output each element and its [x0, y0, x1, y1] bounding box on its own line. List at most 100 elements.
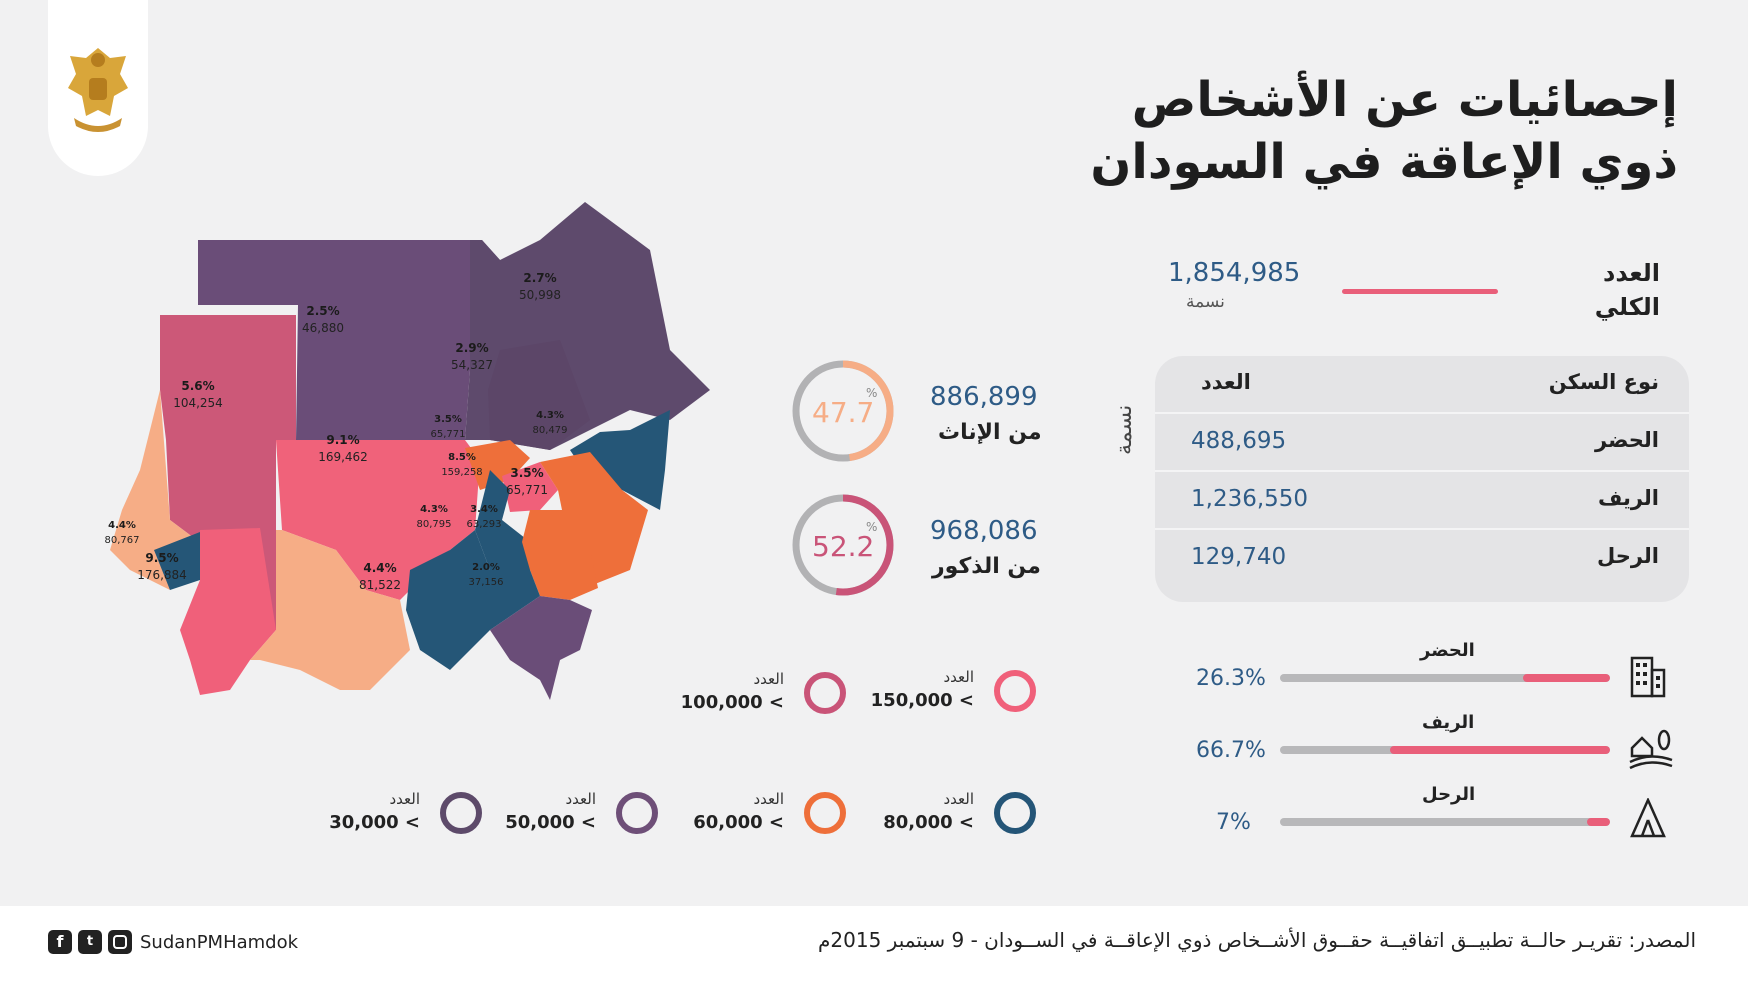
- region-percent-label: 3.4%: [470, 504, 498, 515]
- region-kassala: [540, 452, 648, 586]
- region-percent-label: 8.5%: [448, 452, 476, 463]
- legend-threshold: 80,000 <: [883, 812, 974, 833]
- female-count: 886,899: [930, 382, 1038, 412]
- region-south-darfur: [180, 528, 276, 695]
- table-row-type: الرحل: [1596, 544, 1659, 568]
- region-count-label: 65,771: [506, 483, 548, 497]
- residence-table: نوع السكن العدد الحضر 488,695 الريف 1,23…: [1155, 356, 1689, 602]
- region-gedaref: [522, 510, 598, 600]
- legend-item: العدد 80,000 <: [846, 790, 1036, 850]
- female-ring: [792, 360, 894, 462]
- female-label: من الإناث: [938, 420, 1042, 445]
- table-row-count: 1,236,550: [1191, 486, 1309, 512]
- legend-ring-icon: [616, 792, 658, 834]
- region-percent-label: 2.7%: [523, 271, 556, 285]
- buildings-icon: [1630, 656, 1666, 698]
- bar-label: الرحل: [1422, 784, 1476, 805]
- table-header-count: العدد: [1201, 370, 1251, 394]
- region-khartoum: [502, 462, 558, 512]
- table-row-type: الريف: [1597, 486, 1659, 510]
- region-red-sea: [570, 410, 670, 510]
- region-count-label: 176,884: [137, 568, 187, 582]
- bar-track: [1280, 674, 1610, 682]
- table-side-label: نسمة: [1112, 404, 1137, 455]
- bar-percent: 66.7%: [1196, 738, 1266, 763]
- bar-fill: [1586, 818, 1610, 826]
- bar-percent: 26.3%: [1196, 666, 1266, 691]
- bar-fill: [1389, 746, 1610, 754]
- region-north-center: [488, 340, 590, 450]
- social-handle[interactable]: SudanPMHamdok: [140, 932, 299, 953]
- sudan-map: 2.5% 46,880 2.7% 50,998 5.6% 104,254 2.9% 54,32…: [105, 202, 710, 700]
- source-citation: المصدر: تقريـر حالــة تطبيــق اتفاقيــة …: [818, 928, 1696, 952]
- facebook-icon[interactable]: f: [48, 930, 72, 954]
- male-label: من الذكور: [932, 554, 1041, 579]
- female-percent-sign: %: [866, 386, 878, 400]
- male-percent-sign: %: [866, 520, 878, 534]
- region-percent-label: 4.3%: [536, 410, 564, 421]
- residence-bar-rural: 66.7% الريف: [1196, 712, 1676, 790]
- female-percent: 47.7: [812, 396, 875, 429]
- table-row-count: 488,695: [1191, 428, 1287, 454]
- region-white-nile: [406, 530, 540, 670]
- tent-icon: [1630, 798, 1666, 838]
- legend-item: العدد 30,000 <: [292, 790, 482, 850]
- legend-caption: العدد: [753, 670, 784, 688]
- legend-caption: العدد: [565, 790, 596, 808]
- legend-threshold: 50,000 <: [505, 812, 596, 833]
- legend-item: العدد 60,000 <: [656, 790, 846, 850]
- region-percent-label: 2.0%: [472, 562, 500, 573]
- table-row-count: 129,740: [1191, 544, 1287, 570]
- legend-caption: العدد: [943, 790, 974, 808]
- region-percent-label: 4.3%: [420, 504, 448, 515]
- region-count-label: 169,462: [318, 450, 368, 464]
- page-title-line-1: إحصائيات عن الأشخاص: [1131, 72, 1678, 128]
- region-count-label: 46,880: [302, 321, 344, 335]
- farm-icon: [1629, 729, 1673, 770]
- emblem-tab: [48, 0, 148, 176]
- region-percent-label: 9.1%: [326, 433, 359, 447]
- region-south-kordofan: [250, 530, 410, 690]
- region-percent-label: 2.9%: [455, 341, 488, 355]
- region-count-label: 50,998: [519, 288, 561, 302]
- total-value: 1,854,985: [1168, 258, 1301, 288]
- bar-label: الريف: [1422, 712, 1475, 733]
- legend-ring-icon: [440, 792, 482, 834]
- legend-item: العدد 100,000 <: [656, 670, 846, 730]
- region-count-label: 65,771: [431, 429, 466, 440]
- legend-item: العدد 150,000 <: [846, 668, 1036, 728]
- region-count-label: 54,327: [451, 358, 493, 372]
- region-count-label: 81,522: [359, 578, 401, 592]
- map-labels: 2.5% 46,880 2.7% 50,998 5.6% 104,254 2.9% 54,32…: [105, 271, 568, 592]
- male-stat: 52.2 % 968,086 من الذكور: [790, 492, 1070, 602]
- instagram-icon[interactable]: [108, 930, 132, 954]
- bar-track: [1280, 746, 1610, 754]
- legend-ring-icon: [804, 792, 846, 834]
- region-percent-label: 5.6%: [181, 379, 214, 393]
- legend-ring-icon: [804, 672, 846, 714]
- region-count-label: 80,767: [105, 535, 140, 546]
- table-header-row: نوع السكن العدد: [1155, 356, 1689, 414]
- table-row: الحضر 488,695: [1155, 414, 1689, 472]
- region-percent-label: 3.5%: [434, 414, 462, 425]
- region-percent-label: 3.5%: [510, 466, 543, 480]
- sudan-emblem-icon: [68, 48, 128, 132]
- twitter-icon[interactable]: t: [78, 930, 102, 954]
- total-divider: [1342, 289, 1498, 294]
- legend-threshold: 60,000 <: [693, 812, 784, 833]
- table-row: الرحل 129,740: [1155, 530, 1689, 586]
- residence-bar-urban: 26.3% الحضر: [1196, 640, 1676, 718]
- table-row-type: الحضر: [1595, 428, 1659, 452]
- page-title-line-2: ذوي الإعاقة في السودان: [1090, 134, 1678, 190]
- table-header-type: نوع السكن: [1548, 370, 1659, 394]
- legend-threshold: 30,000 <: [329, 812, 420, 833]
- male-ring: [792, 494, 894, 596]
- total-label-line-1: العدد: [1603, 259, 1660, 287]
- region-percent-label: 9.5%: [145, 551, 178, 565]
- region-north-west: [198, 240, 500, 450]
- region-river-nile: [465, 440, 530, 490]
- female-stat: 47.7 % 886,899 من الإناث: [790, 358, 1070, 468]
- bar-percent: 7%: [1216, 810, 1251, 835]
- bar-track: [1280, 818, 1610, 826]
- legend-ring-icon: [994, 670, 1036, 712]
